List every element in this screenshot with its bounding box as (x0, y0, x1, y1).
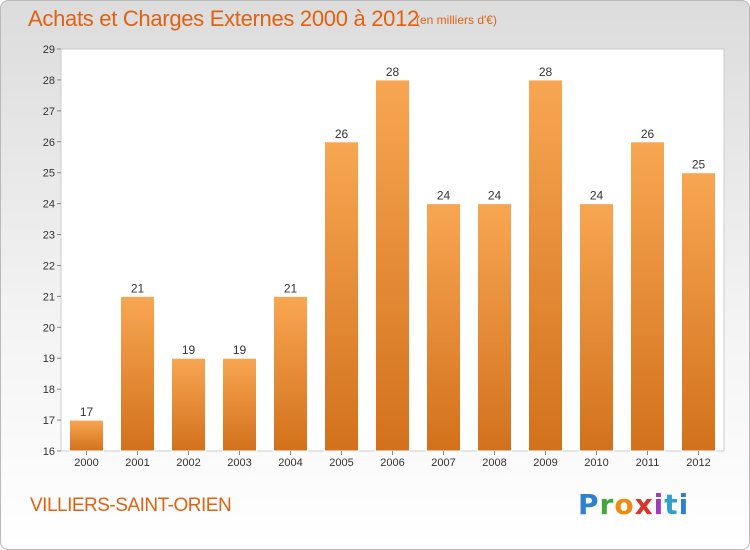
value-label-2000: 17 (80, 405, 94, 419)
y-tick-label: 23 (43, 230, 55, 242)
y-tick-label: 27 (43, 106, 55, 118)
value-label-2005: 26 (335, 127, 349, 141)
y-tick-label: 29 (43, 44, 55, 56)
bar-2003 (222, 357, 257, 452)
bar-2007 (426, 203, 461, 452)
x-tick-label-2008: 2008 (482, 457, 506, 469)
value-label-2011: 26 (641, 127, 655, 141)
bar-2008 (477, 203, 512, 452)
bar-2002 (171, 357, 206, 452)
x-tick-label-2005: 2005 (329, 457, 353, 469)
y-tick-label: 18 (43, 384, 55, 396)
bar-2011 (630, 141, 665, 452)
y-tick-label: 26 (43, 137, 55, 149)
value-label-2002: 19 (182, 343, 196, 357)
y-tick-label: 24 (43, 199, 55, 211)
value-label-2012: 25 (692, 158, 706, 172)
commune-name: VILLIERS-SAINT-ORIEN (30, 495, 232, 516)
value-label-2010: 24 (590, 189, 604, 203)
x-tick-label-2010: 2010 (584, 457, 608, 469)
y-tick-label: 17 (43, 415, 55, 427)
bar-2001 (120, 295, 155, 452)
y-tick-label: 19 (43, 353, 55, 365)
y-tick-label: 22 (43, 260, 55, 272)
y-axis: 16 17 18 19 20 21 22 23 24 25 26 27 28 29 (43, 44, 61, 458)
value-label-2009: 28 (539, 65, 553, 79)
x-axis: 2000 2001 2002 2003 2004 2005 2006 2007 2008 2009… (74, 451, 711, 469)
bar-2006 (375, 79, 410, 452)
proxiti-logo: Proxiti (578, 488, 690, 521)
bar-2000 (69, 419, 104, 452)
bar-2009 (528, 79, 563, 452)
bar-2010 (579, 203, 614, 452)
y-tick-label: 21 (43, 291, 55, 303)
x-tick-label-2000: 2000 (74, 457, 98, 469)
x-tick-label-2002: 2002 (176, 457, 200, 469)
bar-2004 (273, 295, 308, 452)
x-tick-label-2004: 2004 (278, 457, 302, 469)
value-label-2001: 21 (131, 281, 145, 295)
y-tick-label: 28 (43, 75, 55, 87)
chart-title: Achats et Charges Externes 2000 à 2012 (28, 6, 419, 31)
x-tick-label-2003: 2003 (227, 457, 251, 469)
x-tick-label-2011: 2011 (636, 457, 660, 469)
bar-2012 (681, 172, 716, 452)
x-tick-label-2001: 2001 (125, 457, 149, 469)
x-tick-label-2007: 2007 (431, 457, 455, 469)
value-label-2004: 21 (284, 281, 298, 295)
x-tick-label-2012: 2012 (686, 457, 710, 469)
y-tick-label: 25 (43, 168, 55, 180)
y-tick-label: 16 (43, 446, 55, 458)
bar-2005 (324, 141, 359, 452)
value-label-2007: 24 (437, 189, 451, 203)
y-tick-label: 20 (43, 322, 55, 334)
x-tick-label-2009: 2009 (533, 457, 557, 469)
value-label-2003: 19 (233, 343, 247, 357)
value-label-2006: 28 (386, 65, 400, 79)
x-tick-label-2006: 2006 (380, 457, 404, 469)
bars-group: 17 21 19 19 21 26 28 24 24 28 24 26 25 (69, 65, 716, 452)
chart-unit: (en milliers d'€) (416, 13, 497, 27)
value-label-2008: 24 (488, 189, 502, 203)
